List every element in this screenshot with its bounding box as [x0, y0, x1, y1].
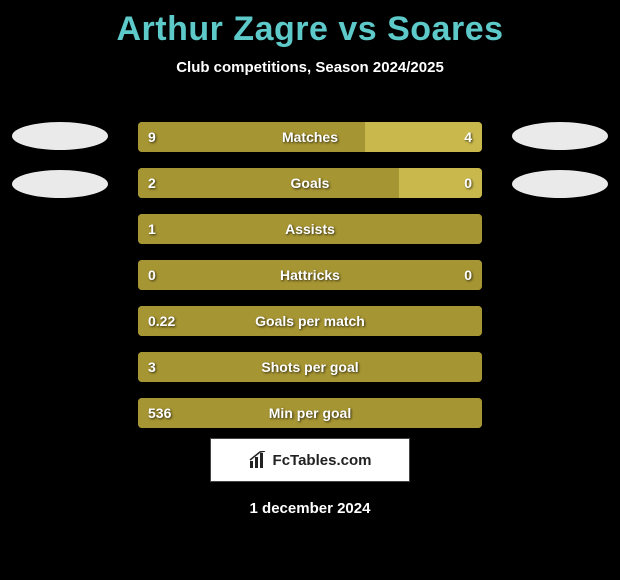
bar-left-value: 536 — [148, 405, 171, 421]
stat-bar-matches: 9 Matches 4 — [138, 122, 482, 152]
bar-left-value: 0.22 — [148, 313, 175, 329]
branding-box: FcTables.com — [210, 438, 410, 482]
bar-right-value: 4 — [464, 129, 472, 145]
bar-label: Goals per match — [255, 313, 365, 329]
stat-bar-goals: 2 Goals 0 — [138, 168, 482, 198]
stat-bar-assists: 1 Assists — [138, 214, 482, 244]
bar-left-value: 0 — [148, 267, 156, 283]
player-photo-placeholder — [512, 122, 608, 150]
bar-label: Min per goal — [269, 405, 351, 421]
date-line: 1 december 2024 — [0, 500, 620, 517]
stat-bar-goals-per-match: 0.22 Goals per match — [138, 306, 482, 336]
left-ellipse-stack — [12, 122, 108, 198]
bar-label: Matches — [282, 129, 338, 145]
bar-left-value: 1 — [148, 221, 156, 237]
bar-left-value: 9 — [148, 129, 156, 145]
bar-label: Shots per goal — [261, 359, 358, 375]
branding-text: FcTables.com — [273, 452, 372, 469]
chart-icon — [249, 451, 269, 469]
bar-label: Assists — [285, 221, 335, 237]
bar-right-value: 0 — [464, 175, 472, 191]
player-photo-placeholder — [12, 170, 108, 198]
bar-label: Hattricks — [280, 267, 340, 283]
stat-bars: 9 Matches 4 2 Goals 0 1 Assists 0 Hattri… — [138, 122, 482, 444]
page-title: Arthur Zagre vs Soares — [0, 0, 620, 49]
player-photo-placeholder — [12, 122, 108, 150]
stat-bar-min-per-goal: 536 Min per goal — [138, 398, 482, 428]
bar-left-fill — [138, 168, 399, 198]
stat-bar-hattricks: 0 Hattricks 0 — [138, 260, 482, 290]
bar-right-value: 0 — [464, 267, 472, 283]
bar-left-value: 3 — [148, 359, 156, 375]
bar-left-value: 2 — [148, 175, 156, 191]
player-photo-placeholder — [512, 170, 608, 198]
stat-bar-shots-per-goal: 3 Shots per goal — [138, 352, 482, 382]
subtitle: Club competitions, Season 2024/2025 — [0, 59, 620, 76]
right-ellipse-stack — [512, 122, 608, 198]
bar-label: Goals — [291, 175, 330, 191]
